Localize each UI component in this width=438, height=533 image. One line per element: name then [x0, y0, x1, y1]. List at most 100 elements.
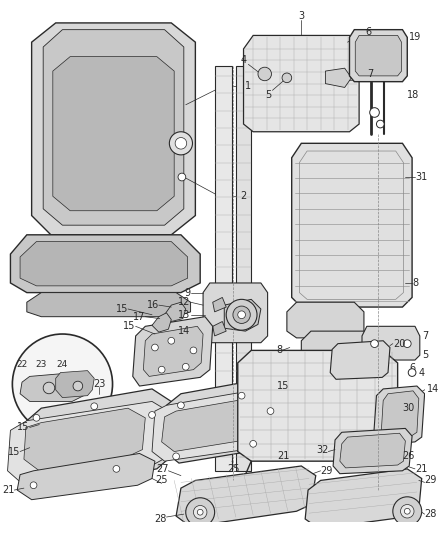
Polygon shape — [224, 300, 261, 331]
Text: 29: 29 — [321, 466, 333, 476]
Text: 4: 4 — [419, 368, 425, 377]
Text: 4: 4 — [240, 55, 247, 66]
Circle shape — [190, 347, 197, 354]
Polygon shape — [152, 389, 272, 461]
Polygon shape — [330, 341, 390, 379]
Circle shape — [43, 382, 55, 394]
Text: 6: 6 — [409, 363, 415, 373]
Polygon shape — [213, 321, 226, 336]
Polygon shape — [24, 408, 145, 471]
Circle shape — [170, 132, 192, 155]
Circle shape — [258, 67, 272, 80]
Text: 6: 6 — [366, 27, 372, 37]
Polygon shape — [287, 302, 364, 338]
Polygon shape — [325, 68, 351, 87]
Polygon shape — [43, 30, 184, 225]
Text: 15: 15 — [116, 304, 128, 314]
Text: 13: 13 — [178, 310, 191, 320]
Polygon shape — [133, 317, 213, 386]
Polygon shape — [213, 297, 226, 312]
Polygon shape — [11, 235, 200, 293]
Text: 15: 15 — [18, 423, 30, 432]
Circle shape — [113, 465, 120, 472]
Polygon shape — [362, 326, 420, 360]
Polygon shape — [340, 433, 405, 468]
Circle shape — [408, 369, 416, 376]
Polygon shape — [176, 466, 316, 527]
Circle shape — [250, 440, 257, 447]
Polygon shape — [333, 429, 412, 474]
Text: 14: 14 — [427, 384, 438, 394]
Polygon shape — [143, 326, 203, 376]
Circle shape — [175, 138, 187, 149]
Text: 14: 14 — [178, 326, 191, 336]
Circle shape — [376, 120, 384, 128]
Text: 19: 19 — [409, 33, 421, 42]
Polygon shape — [56, 370, 94, 398]
Polygon shape — [215, 66, 232, 471]
Polygon shape — [381, 391, 419, 439]
Circle shape — [33, 415, 40, 421]
Text: 15: 15 — [123, 321, 136, 332]
Polygon shape — [301, 331, 403, 360]
Text: 30: 30 — [403, 403, 415, 413]
Circle shape — [233, 306, 250, 324]
Circle shape — [148, 411, 155, 418]
Circle shape — [282, 73, 292, 83]
Text: 16: 16 — [147, 300, 159, 310]
Circle shape — [30, 482, 37, 489]
Polygon shape — [32, 23, 195, 235]
Circle shape — [403, 340, 411, 348]
Circle shape — [186, 498, 215, 527]
Polygon shape — [165, 379, 277, 463]
Text: 22: 22 — [16, 360, 28, 369]
Text: 7: 7 — [367, 69, 374, 79]
Polygon shape — [244, 35, 359, 132]
Text: 8: 8 — [412, 278, 418, 288]
Text: 5: 5 — [265, 90, 272, 100]
Polygon shape — [20, 373, 89, 401]
Polygon shape — [165, 302, 186, 321]
Text: 20: 20 — [393, 338, 405, 349]
Circle shape — [238, 311, 245, 319]
Circle shape — [197, 510, 203, 515]
Text: 3: 3 — [298, 11, 304, 21]
Text: 24: 24 — [57, 360, 68, 369]
Text: 29: 29 — [424, 475, 437, 486]
Text: 25: 25 — [228, 464, 240, 474]
Text: 27: 27 — [156, 464, 168, 474]
Polygon shape — [20, 241, 187, 286]
Circle shape — [371, 340, 378, 348]
Text: 18: 18 — [407, 90, 420, 100]
Text: 21: 21 — [277, 451, 290, 462]
Text: 15: 15 — [8, 447, 20, 457]
Text: 5: 5 — [422, 350, 428, 360]
Text: 31: 31 — [415, 172, 427, 182]
Circle shape — [370, 108, 379, 117]
Text: 2: 2 — [240, 191, 247, 201]
Polygon shape — [152, 313, 171, 332]
Text: 12: 12 — [178, 297, 191, 307]
Circle shape — [182, 364, 189, 370]
Circle shape — [238, 392, 245, 399]
Circle shape — [91, 403, 98, 410]
Polygon shape — [203, 283, 268, 343]
Text: 7: 7 — [422, 331, 428, 341]
Text: 32: 32 — [316, 445, 328, 455]
Circle shape — [393, 497, 422, 526]
Text: 26: 26 — [403, 451, 415, 462]
Polygon shape — [238, 350, 398, 461]
Text: 17: 17 — [133, 312, 145, 322]
Circle shape — [194, 505, 207, 519]
Text: 21: 21 — [415, 464, 427, 474]
Circle shape — [158, 366, 165, 373]
Circle shape — [168, 337, 175, 344]
Circle shape — [400, 505, 414, 518]
Circle shape — [73, 381, 83, 391]
Text: 15: 15 — [277, 381, 290, 391]
Polygon shape — [24, 389, 174, 488]
Circle shape — [177, 402, 184, 409]
Text: 21: 21 — [2, 485, 14, 495]
Circle shape — [226, 300, 257, 330]
Polygon shape — [162, 399, 261, 451]
